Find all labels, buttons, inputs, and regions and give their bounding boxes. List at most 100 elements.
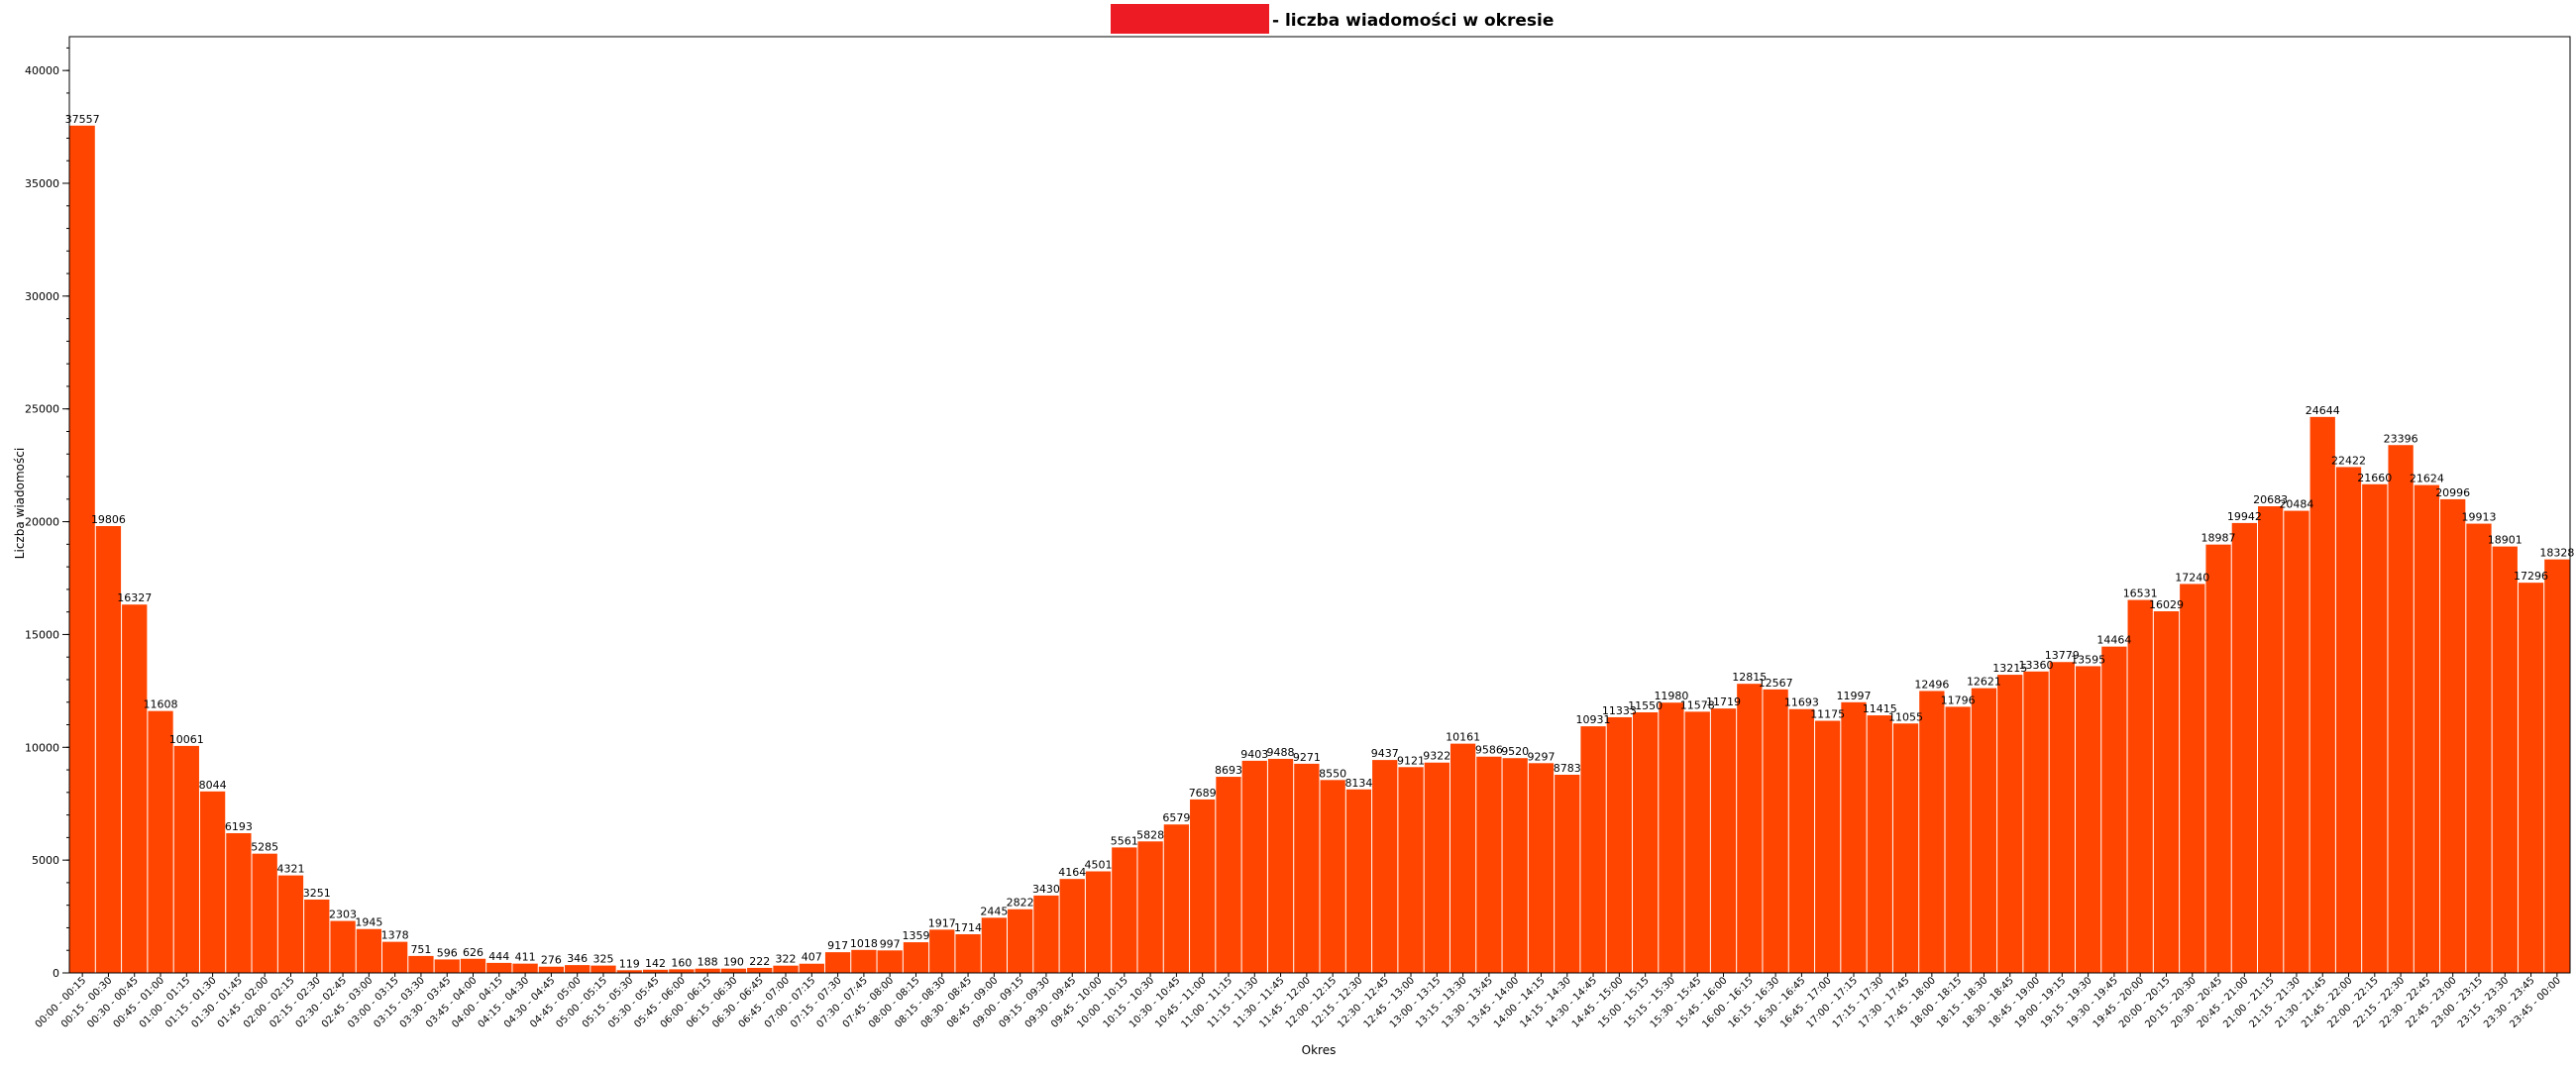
- bar: [2440, 498, 2466, 973]
- bar: [2153, 611, 2180, 973]
- data-label: 1714: [954, 921, 982, 934]
- bar: [2127, 599, 2153, 973]
- bar: [1294, 763, 1320, 973]
- bar: [1267, 758, 1294, 973]
- data-label: 11333: [1602, 704, 1637, 717]
- bar: [695, 968, 720, 973]
- bar: [1398, 767, 1424, 973]
- bar: [486, 962, 512, 973]
- bar: [382, 941, 408, 973]
- bar: [2284, 510, 2309, 973]
- data-label: 5561: [1111, 834, 1138, 847]
- data-label: 1917: [928, 916, 956, 929]
- bar: [2518, 583, 2544, 973]
- data-label: 9322: [1423, 750, 1450, 763]
- data-label: 997: [880, 937, 901, 950]
- bar: [1580, 726, 1606, 973]
- bar: [1085, 871, 1112, 973]
- bar: [2180, 584, 2205, 973]
- data-label: 411: [515, 951, 536, 964]
- data-label: 9271: [1293, 751, 1321, 764]
- y-tick-label: 25000: [25, 403, 59, 416]
- bar: [277, 875, 304, 973]
- data-label: 8783: [1554, 762, 1581, 775]
- bar: [1945, 706, 1971, 973]
- data-label: 9488: [1267, 746, 1295, 759]
- bar: [877, 950, 903, 973]
- bar: [1788, 708, 1815, 973]
- data-label: 142: [645, 957, 666, 970]
- data-label: 4501: [1085, 859, 1113, 872]
- data-label: 751: [410, 943, 431, 956]
- bar: [824, 952, 851, 973]
- data-label: 20683: [2253, 493, 2288, 506]
- bar: [1320, 780, 1345, 973]
- y-tick-label: 10000: [25, 741, 59, 754]
- chart-legend: - liczba wiadomości w okresie: [1111, 4, 1554, 34]
- bar: [226, 832, 252, 973]
- bar: [773, 965, 799, 973]
- data-label: 1945: [355, 916, 382, 929]
- data-label: 9121: [1397, 754, 1425, 767]
- bar: [1971, 688, 1997, 973]
- data-label: 5828: [1136, 828, 1164, 841]
- data-label: 10061: [169, 733, 204, 746]
- y-tick-label: 0: [53, 967, 59, 980]
- data-label: 12621: [1967, 676, 2001, 689]
- bar: [1502, 758, 1528, 973]
- bar: [1424, 762, 1449, 973]
- bar: [1892, 723, 1919, 973]
- data-label: 11055: [1888, 710, 1923, 723]
- data-label: 9437: [1371, 747, 1399, 760]
- bar: [642, 969, 669, 973]
- bar: [408, 955, 434, 973]
- bar: [1528, 763, 1555, 973]
- bar: [2049, 662, 2075, 973]
- data-label: 19806: [91, 513, 126, 526]
- plot-area: 37557 19806 16327 11608 10061 8044 6193 5285 432…: [25, 36, 2575, 1030]
- bar: [2544, 559, 2570, 973]
- bar: [304, 899, 330, 973]
- data-label: 11796: [1941, 694, 1976, 706]
- bar: [955, 933, 981, 973]
- chart-title: - liczba wiadomości w okresie: [1272, 11, 1554, 31]
- data-label: 19942: [2227, 510, 2262, 523]
- bar: [1997, 675, 2023, 973]
- data-label: 10931: [1576, 713, 1611, 726]
- y-tick-label: 5000: [32, 854, 59, 867]
- legend-swatch: [1111, 4, 1269, 34]
- data-label: 22422: [2331, 454, 2366, 467]
- data-label: 16029: [2149, 598, 2184, 611]
- data-labels: 37557 19806 16327 11608 10061 8044 6193 5285 432…: [65, 113, 2575, 970]
- data-label: 444: [488, 950, 509, 963]
- y-tick-label: 30000: [25, 290, 59, 303]
- data-label: 16327: [117, 591, 152, 604]
- data-label: 10161: [1446, 731, 1480, 744]
- data-label: 13360: [2019, 659, 2054, 672]
- bar: [1190, 799, 1216, 973]
- bar: [720, 968, 747, 973]
- data-label: 24644: [2306, 404, 2340, 417]
- data-label: 2445: [980, 905, 1008, 917]
- bar: [2075, 666, 2101, 973]
- data-label: 119: [619, 957, 640, 970]
- data-label: 18901: [2488, 534, 2522, 547]
- bar: [1763, 689, 1788, 973]
- bar: [747, 967, 773, 973]
- bar: [1606, 716, 1632, 973]
- bar: [356, 928, 381, 973]
- bar: [616, 970, 642, 973]
- data-label: 11693: [1784, 696, 1819, 709]
- data-label: 11608: [144, 698, 178, 711]
- data-label: 11719: [1706, 696, 1741, 708]
- bar: [2023, 671, 2049, 973]
- y-tick-label: 20000: [25, 516, 59, 529]
- bar: [1241, 760, 1267, 973]
- data-label: 13779: [2045, 649, 2080, 662]
- bar: [460, 958, 486, 973]
- data-label: 276: [541, 954, 562, 967]
- bar: [1137, 841, 1163, 973]
- bar: [1476, 756, 1502, 973]
- y-tick-label: 40000: [25, 64, 59, 77]
- data-label: 407: [802, 951, 822, 964]
